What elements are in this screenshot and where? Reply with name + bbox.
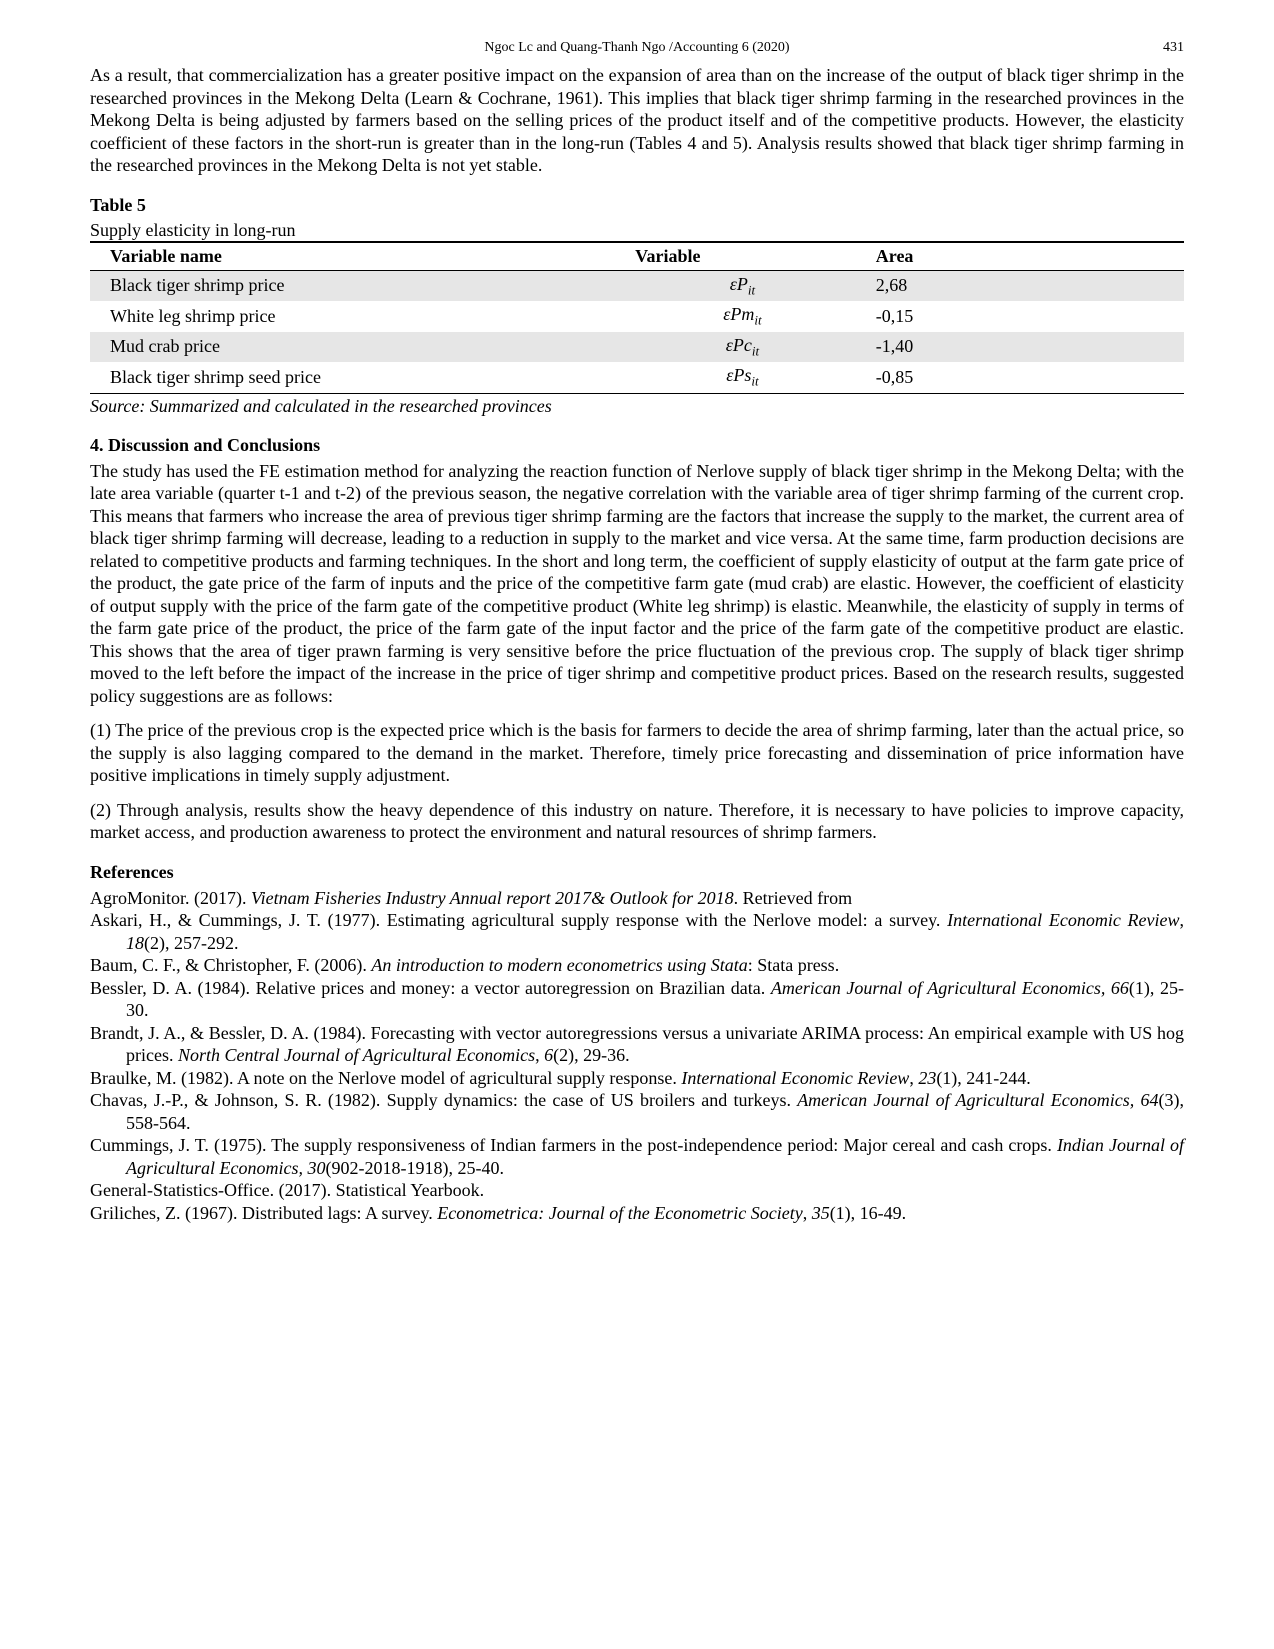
reference-item: Bessler, D. A. (1984). Relative prices a… [90, 977, 1184, 1022]
reference-post: , [1180, 910, 1185, 930]
discussion-paragraph-1: The study has used the FE estimation met… [90, 460, 1184, 708]
reference-post-2: (2), 257-292. [144, 933, 238, 953]
reference-pre: General-Statistics-Office. (2017). Stati… [90, 1180, 484, 1200]
reference-italic-2: 6 [544, 1045, 553, 1065]
reference-pre: Baum, C. F., & Christopher, F. (2006). [90, 955, 371, 975]
table5-header-variable-name: Variable name [90, 242, 615, 270]
reference-item: Braulke, M. (1982). A note on the Nerlov… [90, 1067, 1184, 1090]
variable-name-cell: White leg shrimp price [90, 301, 615, 332]
table5: Variable name Variable Area Black tiger … [90, 242, 1184, 394]
reference-italic: American Journal of Agricultural Economi… [797, 1090, 1158, 1110]
reference-item: Chavas, J.-P., & Johnson, S. R. (1982). … [90, 1089, 1184, 1134]
table-row: White leg shrimp priceεPmit-0,15 [90, 301, 1184, 332]
reference-item: AgroMonitor. (2017). Vietnam Fisheries I… [90, 887, 1184, 910]
intro-paragraph: As a result, that commercialization has … [90, 64, 1184, 177]
reference-italic-2: 18 [126, 933, 144, 953]
discussion-paragraph-2: (1) The price of the previous crop is th… [90, 719, 1184, 787]
reference-post-2: (1), 16-49. [830, 1203, 906, 1223]
reference-italic-2: 35 [812, 1203, 830, 1223]
area-value-cell: -1,40 [856, 332, 1184, 363]
variable-name-cell: Mud crab price [90, 332, 615, 363]
reference-italic: Econometrica: Journal of the Econometric… [437, 1203, 802, 1223]
table5-header-area: Area [856, 242, 1184, 270]
table5-subcaption: Supply elasticity in long-run [90, 220, 1184, 242]
reference-post: , [803, 1203, 812, 1223]
reference-italic: American Journal of Agricultural Economi… [771, 978, 1129, 998]
reference-item: Brandt, J. A., & Bessler, D. A. (1984). … [90, 1022, 1184, 1067]
reference-post: , [909, 1068, 918, 1088]
reference-item: Griliches, Z. (1967). Distributed lags: … [90, 1202, 1184, 1225]
reference-italic: International Economic Review [681, 1068, 909, 1088]
discussion-title: 4. Discussion and Conclusions [90, 435, 1184, 456]
running-header: Ngoc Lc and Quang-Thanh Ngo /Accounting … [90, 40, 1184, 56]
reference-post: : Stata press. [748, 955, 840, 975]
reference-pre: Cummings, J. T. (1975). The supply respo… [90, 1135, 1057, 1155]
table5-label: Table 5 [90, 195, 1184, 216]
table5-header-row: Variable name Variable Area [90, 242, 1184, 270]
reference-pre: Askari, H., & Cummings, J. T. (1977). Es… [90, 910, 947, 930]
reference-post-2: (1), 241-244. [936, 1068, 1030, 1088]
reference-pre: Chavas, J.-P., & Johnson, S. R. (1982). … [90, 1090, 797, 1110]
references-title: References [90, 862, 1184, 883]
running-header-text: Ngoc Lc and Quang-Thanh Ngo /Accounting … [484, 40, 789, 55]
table-row: Black tiger shrimp seed priceεPsit-0,85 [90, 362, 1184, 393]
table-row: Black tiger shrimp priceεPit2,68 [90, 270, 1184, 301]
references-list: AgroMonitor. (2017). Vietnam Fisheries I… [90, 887, 1184, 1225]
reference-pre: AgroMonitor. (2017). [90, 888, 251, 908]
variable-name-cell: Black tiger shrimp price [90, 270, 615, 301]
reference-italic: International Economic Review [947, 910, 1179, 930]
area-value-cell: -0,15 [856, 301, 1184, 332]
page-number: 431 [1163, 40, 1184, 56]
reference-italic: Vietnam Fisheries Industry Annual report… [251, 888, 734, 908]
discussion-paragraph-3: (2) Through analysis, results show the h… [90, 799, 1184, 844]
table-row: Mud crab priceεPcit-1,40 [90, 332, 1184, 363]
table5-source: Source: Summarized and calculated in the… [90, 396, 1184, 417]
reference-pre: Bessler, D. A. (1984). Relative prices a… [90, 978, 771, 998]
table5-header-variable: Variable [615, 242, 856, 270]
reference-item: Cummings, J. T. (1975). The supply respo… [90, 1134, 1184, 1179]
variable-symbol-cell: εPit [615, 270, 856, 301]
reference-post-2: (2), 29-36. [553, 1045, 629, 1065]
reference-item: General-Statistics-Office. (2017). Stati… [90, 1179, 1184, 1202]
reference-pre: Braulke, M. (1982). A note on the Nerlov… [90, 1068, 681, 1088]
variable-symbol-cell: εPsit [615, 362, 856, 393]
reference-post: (902-2018-1918), 25-40. [325, 1158, 503, 1178]
page-container: Ngoc Lc and Quang-Thanh Ngo /Accounting … [0, 0, 1274, 1284]
reference-italic-2: 23 [918, 1068, 936, 1088]
reference-post: . Retrieved from [734, 888, 852, 908]
reference-pre: Griliches, Z. (1967). Distributed lags: … [90, 1203, 437, 1223]
variable-symbol-cell: εPcit [615, 332, 856, 363]
reference-italic: An introduction to modern econometrics u… [371, 955, 747, 975]
reference-post: , [535, 1045, 544, 1065]
reference-item: Askari, H., & Cummings, J. T. (1977). Es… [90, 909, 1184, 954]
reference-item: Baum, C. F., & Christopher, F. (2006). A… [90, 954, 1184, 977]
area-value-cell: -0,85 [856, 362, 1184, 393]
area-value-cell: 2,68 [856, 270, 1184, 301]
reference-italic: North Central Journal of Agricultural Ec… [178, 1045, 535, 1065]
variable-symbol-cell: εPmit [615, 301, 856, 332]
variable-name-cell: Black tiger shrimp seed price [90, 362, 615, 393]
